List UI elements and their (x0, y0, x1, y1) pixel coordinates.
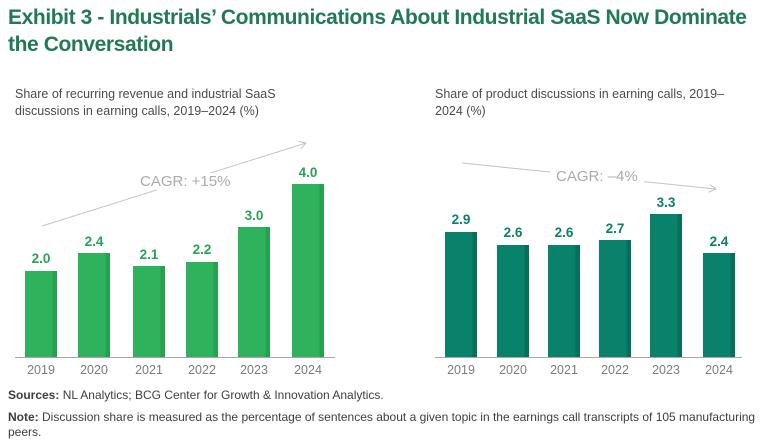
bar-column: 4.0 (284, 164, 332, 357)
x-axis-tick-label: 2024 (294, 363, 322, 377)
x-axis-left (15, 357, 335, 358)
bar-value-label: 2.1 (139, 246, 159, 262)
x-axis-tick-label: 2022 (188, 363, 216, 377)
bar-column: 2.4 (695, 235, 743, 357)
bar-column: 2.4 (70, 235, 118, 357)
bar (445, 231, 477, 357)
bar (78, 253, 110, 357)
bar-value-label: 4.0 (298, 164, 318, 180)
x-axis-tick-label: 2021 (135, 363, 163, 377)
bar (703, 253, 735, 357)
x-axis-tick-label: 2021 (550, 363, 578, 377)
bar (186, 261, 218, 357)
sources-label: Sources: (8, 388, 60, 402)
sources-line: Sources: NL Analytics; BCG Center for Gr… (8, 388, 764, 403)
bar-value-label: 3.0 (244, 207, 264, 223)
bar-column: 2.6 (540, 226, 588, 357)
bar-column: 2.9 (437, 213, 485, 357)
cagr-label-right: CAGR: –4% (550, 168, 644, 185)
bar-value-label: 3.3 (656, 194, 676, 210)
x-axis-tick-label: 2019 (27, 363, 55, 377)
bar (650, 214, 682, 357)
chart-subtitle-right: Share of product discussions in earning … (435, 87, 725, 118)
bar-column: 2.6 (489, 226, 537, 357)
x-axis-tick-label: 2019 (447, 363, 475, 377)
x-axis-tick-label: 2024 (705, 363, 733, 377)
bar-column: 2.0 (17, 252, 65, 357)
x-axis-tick-label: 2020 (499, 363, 527, 377)
bar (238, 227, 270, 357)
bar-column: 2.2 (178, 243, 226, 357)
note-text: Discussion share is measured as the perc… (8, 410, 756, 439)
bar-value-label: 2.7 (605, 220, 625, 236)
x-axis-tick-label: 2022 (601, 363, 629, 377)
exhibit-page: Exhibit 3 - Industrials’ Communications … (8, 6, 755, 439)
footer: Sources: NL Analytics; BCG Center for Gr… (8, 388, 764, 447)
bar-column: 2.7 (591, 222, 639, 357)
bar (25, 270, 57, 357)
bar-column: 3.0 (230, 209, 278, 357)
bar-value-label: 2.2 (192, 242, 212, 258)
cagr-label-left: CAGR: +15% (134, 173, 237, 190)
bar-value-label: 2.9 (451, 212, 471, 228)
page-title: Exhibit 3 - Industrials’ Communications … (8, 6, 747, 56)
bar-value-label: 2.4 (709, 233, 729, 249)
sources-text: NL Analytics; BCG Center for Growth & In… (62, 388, 384, 402)
bar-value-label: 2.6 (554, 225, 574, 241)
chart-subtitle-left: Share of recurring revenue and industria… (15, 87, 276, 118)
bar-value-label: 2.4 (84, 233, 104, 249)
bar (497, 244, 529, 357)
bar-column: 3.3 (642, 196, 690, 357)
bar (599, 240, 631, 357)
bar (133, 266, 165, 357)
bar-value-label: 2.0 (31, 251, 51, 266)
bar-column: 2.1 (125, 248, 173, 357)
x-axis-tick-label: 2023 (240, 363, 268, 377)
note-label: Note: (8, 410, 39, 424)
bar (292, 184, 324, 357)
bar-value-label: 2.6 (503, 225, 523, 241)
x-axis-right (435, 357, 742, 358)
x-axis-tick-label: 2020 (80, 363, 108, 377)
bar (548, 244, 580, 357)
bar-charts: 2.0 2019 2.4 2020 2.1 2021 2.2 2022 3.0 2023 4.0 20… (17, 164, 743, 377)
x-axis-tick-label: 2023 (652, 363, 680, 377)
